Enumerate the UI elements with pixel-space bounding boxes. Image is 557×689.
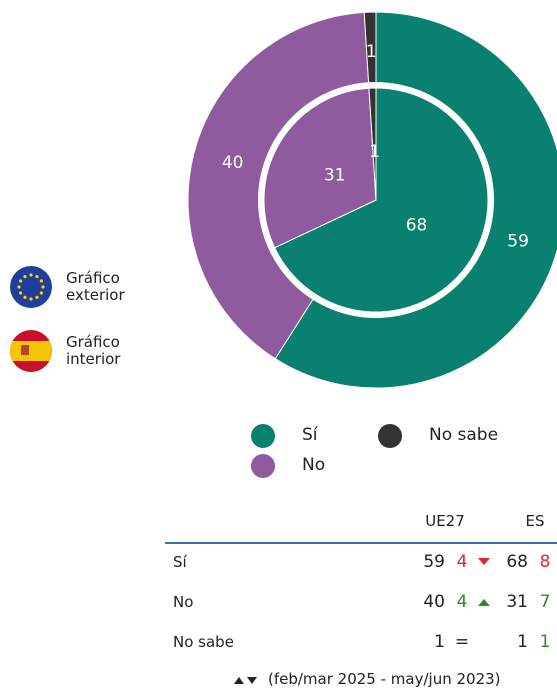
slice-label: 59: [507, 231, 529, 251]
slice-label: 1: [369, 142, 380, 162]
eu-flag-icon: [10, 266, 52, 308]
arrow-shape: [478, 558, 490, 565]
row-label: Sí: [173, 553, 187, 571]
legend-swatch: [378, 424, 402, 448]
column-header: UE27: [425, 512, 465, 530]
inner-legend-label: Gráfico interior: [66, 333, 121, 368]
trend-arrows-icon: [234, 677, 257, 684]
row-label: No: [173, 593, 194, 611]
ue27-value: 59: [423, 552, 445, 572]
slice-label: 68: [406, 216, 428, 236]
trend-arrow: [478, 599, 490, 606]
legend-swatch: [251, 454, 275, 478]
legend-label: No sabe: [429, 425, 499, 445]
ue27-change: 4: [456, 552, 468, 572]
ue27-change: =: [454, 632, 470, 652]
es-change: 1: [539, 632, 551, 652]
donut-chart: 59 40 1 68 31 1: [187, 11, 557, 389]
legend-swatch: [251, 424, 275, 448]
table-header-rule: [165, 542, 557, 544]
legend-label: No: [302, 455, 326, 475]
ring-separator: [258, 82, 494, 318]
es-value: 31: [506, 592, 528, 612]
ue27-value: 40: [423, 592, 445, 612]
ue27-value: 1: [434, 632, 445, 652]
es-change: 8: [539, 552, 551, 572]
slice-label: 1: [366, 42, 377, 62]
spain-flag-icon: [10, 330, 52, 372]
pie-slice: [263, 87, 377, 249]
slice-label: 31: [324, 166, 346, 186]
es-change: 7: [539, 592, 551, 612]
es-value: 68: [506, 552, 528, 572]
arrow-shape: [478, 599, 490, 606]
pie-slice: [273, 87, 489, 313]
es-value: 1: [517, 632, 528, 652]
trend-arrow: [478, 558, 490, 565]
legend-label: Sí: [302, 425, 318, 445]
footnote: (feb/mar 2025 - may/jun 2023): [268, 670, 501, 688]
ue27-change: 4: [456, 592, 468, 612]
slice-label: 40: [222, 153, 244, 173]
outer-legend-label: Gráfico exterior: [66, 269, 125, 304]
pie-slice: [368, 87, 377, 201]
column-header: ES: [525, 512, 545, 530]
row-label: No sabe: [173, 633, 234, 651]
